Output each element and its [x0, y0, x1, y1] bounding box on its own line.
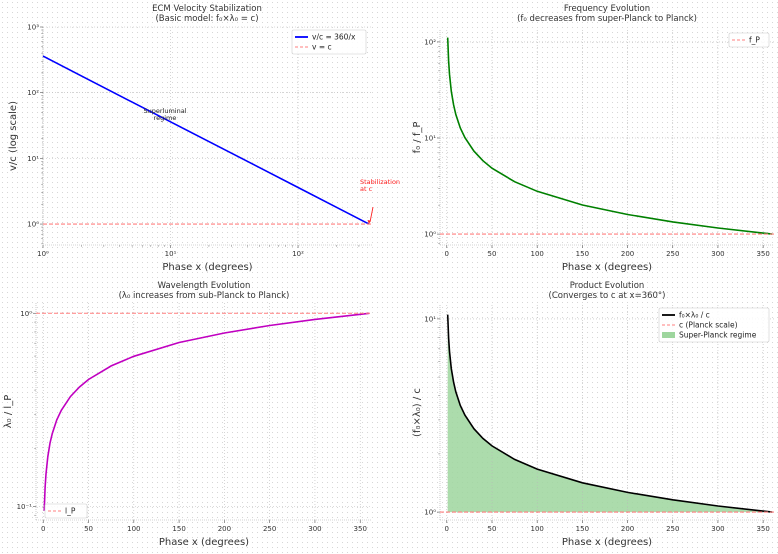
subplot-subtitle: (Basic model: f₀×λ₀ = c) [155, 14, 258, 24]
annotation-text: Stabilization [360, 178, 400, 186]
x-tick-label: 0 [41, 525, 45, 533]
subplot-title: Wavelength Evolution [158, 281, 251, 291]
annotation-text: Superluminal [143, 107, 186, 115]
subplot-2: 0 50 100 150 200 250 300 350 10⁰ 10¹ 10² Frequency … [412, 4, 774, 273]
subplot-subtitle: (λ₀ increases from sub-Planck to Planck) [119, 291, 290, 301]
subplot-subtitle: (f₀ decreases from super-Planck to Planc… [517, 14, 697, 24]
series-line [43, 312, 370, 511]
y-tick-label: 10⁰ [27, 221, 39, 229]
x-tick-label: 50 [488, 525, 497, 533]
subplot-title: Frequency Evolution [564, 4, 650, 14]
series-line [446, 314, 773, 513]
x-tick-label: 0 [445, 525, 449, 533]
y-axis-label: v/c (log scale) [8, 101, 19, 171]
subplot-title: Product Evolution [570, 281, 645, 291]
legend-entry: f_P [749, 36, 760, 45]
x-tick-label: 200 [218, 525, 231, 533]
x-tick-label: 350 [756, 250, 769, 258]
x-tick-label: 150 [576, 525, 589, 533]
legend-entry: f₀×λ₀ / c [679, 311, 710, 320]
x-tick-label: 300 [711, 250, 724, 258]
series-line [42, 55, 370, 225]
x-tick-label: 150 [172, 525, 185, 533]
x-tick-label: 50 [488, 250, 497, 258]
legend-box [658, 307, 770, 343]
y-axis-label: f₀ / f_P [412, 122, 423, 154]
x-axis-label: Phase x (degrees) [159, 537, 249, 548]
x-tick-label: 300 [711, 525, 724, 533]
y-tick-label: 10⁰ [424, 231, 436, 239]
annotation-text: at c [360, 185, 373, 193]
legend: v/c = 360/xv = c [291, 29, 367, 55]
x-tick-label: 100 [530, 250, 543, 258]
subplot-1: 10⁰ 10¹ 10² 10⁰ 10¹ 10² 10³ ECM Velocity Stabil… [8, 4, 400, 273]
legend-box [728, 32, 770, 48]
x-tick-label: 0 [445, 250, 449, 258]
x-tick-label: 250 [263, 525, 276, 533]
x-tick-label: 10² [292, 250, 304, 258]
x-tick-label: 100 [127, 525, 140, 533]
x-tick-label: 250 [666, 525, 679, 533]
y-tick-label: 10¹ [424, 134, 436, 142]
x-tick-label: 250 [666, 250, 679, 258]
x-axis-label: Phase x (degrees) [562, 262, 652, 273]
legend-box [291, 29, 367, 55]
x-tick-label: 150 [576, 250, 589, 258]
subplot-3: 0 50 100 150 200 250 300 350 10⁻¹ 10⁰ Wavelength E… [3, 281, 372, 548]
y-tick-label: 10² [424, 38, 436, 46]
x-tick-label: 50 [84, 525, 93, 533]
legend: l_P [44, 503, 88, 519]
subplot-subtitle: (Converges to c at x=360°) [549, 291, 666, 301]
y-tick-label: 10³ [27, 24, 39, 32]
annotation-text: regime [154, 114, 177, 122]
y-tick-label: 10⁻¹ [17, 503, 33, 511]
x-tick-label: 100 [530, 525, 543, 533]
legend-entry: c (Planck scale) [679, 321, 738, 330]
x-tick-label: 350 [756, 525, 769, 533]
x-tick-label: 10¹ [165, 250, 177, 258]
y-tick-label: 10⁰ [20, 310, 32, 318]
x-tick-label: 300 [308, 525, 321, 533]
y-axis-label: (f₀×λ₀) / c [412, 388, 423, 437]
y-tick-label: 10² [27, 89, 39, 97]
x-tick-label: 350 [354, 525, 367, 533]
legend-entry: Super-Planck regime [679, 331, 757, 340]
legend-box [44, 503, 88, 519]
legend-entry: v/c = 360/x [312, 33, 356, 42]
y-tick-label: 10¹ [27, 155, 39, 163]
y-tick-label: 10⁰ [424, 509, 436, 517]
arrow-head-icon [367, 220, 371, 225]
legend-entry: l_P [65, 507, 76, 516]
subplot-4: 0 50 100 150 200 250 300 350 10⁰ 10¹ Product Evolu… [412, 281, 774, 548]
legend-entry: v = c [312, 43, 332, 52]
x-axis-label: Phase x (degrees) [162, 262, 252, 273]
x-tick-label: 200 [621, 250, 634, 258]
subplot-title: ECM Velocity Stabilization [152, 4, 262, 14]
annotation-arrow [369, 206, 374, 223]
y-tick-label: 10¹ [424, 315, 436, 323]
x-tick-label: 200 [621, 525, 634, 533]
legend: f_P [728, 32, 770, 48]
super-planck-fill-area [447, 314, 773, 513]
series-line [446, 37, 773, 235]
x-tick-label: 10⁰ [37, 250, 49, 258]
legend: f₀×λ₀ / cc (Planck scale)Super-Planck re… [658, 307, 770, 343]
legend-swatch [662, 332, 675, 338]
y-axis-label: λ₀ / l_P [3, 395, 14, 428]
x-axis-label: Phase x (degrees) [562, 537, 652, 548]
